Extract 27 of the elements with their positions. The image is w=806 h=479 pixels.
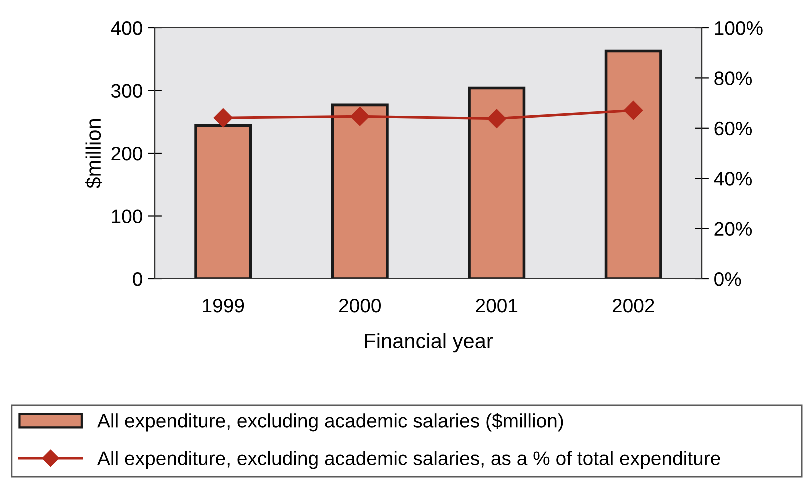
bar — [604, 50, 662, 279]
y-tick-label: 200 — [112, 146, 142, 161]
x-tick-label: 1999 — [203, 298, 244, 313]
y-tick-label: 300 — [111, 84, 142, 98]
bar — [331, 104, 389, 279]
x-tick-label: 2000 — [339, 298, 381, 313]
y2-tick-label: 40% — [714, 172, 752, 186]
x-tick-label: 2002 — [612, 298, 654, 313]
y2-tick-label: 80% — [714, 72, 752, 86]
point — [624, 101, 644, 120]
bar — [468, 86, 526, 279]
y2-tick-label: 100% — [715, 21, 763, 36]
y2-tick-label: 20% — [714, 222, 752, 236]
legend-label: All expenditure, excluding academic salaries ($million) — [98, 413, 564, 432]
point — [350, 107, 370, 126]
y-tick-label: 100 — [112, 210, 142, 224]
y2-tick-label: 60% — [714, 122, 752, 136]
bar — [194, 124, 252, 279]
x-tick-label: 2001 — [476, 298, 518, 313]
y2-tick-label: 0% — [714, 272, 742, 286]
x-axis-title: Financial year — [365, 333, 494, 353]
y-axis-title: $million — [85, 120, 102, 189]
point — [487, 109, 506, 128]
y-tick-label: 0 — [133, 272, 142, 286]
point — [214, 108, 233, 128]
y-tick-label: 400 — [111, 21, 142, 36]
legend-label: All expenditure, excluding academic salaries, as a % of total expenditure — [98, 451, 720, 470]
